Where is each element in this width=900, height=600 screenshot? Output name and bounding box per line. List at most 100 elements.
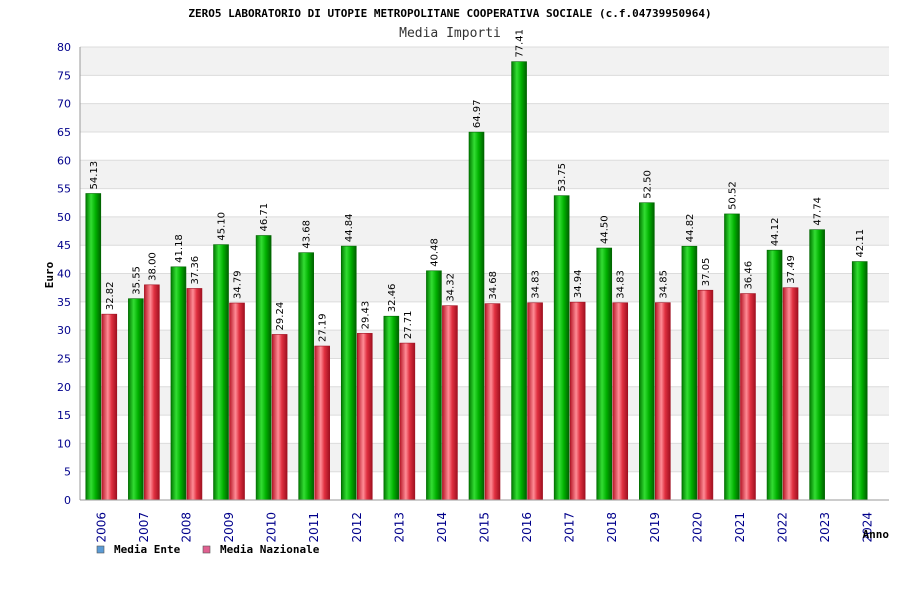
y-axis-ticks: 0 5 10 15 20 25 30 35 40 45 50 55 60 65 70 75 80 — [57, 41, 71, 507]
plot-band — [80, 160, 889, 189]
bar-media-nazionale-2022 — [782, 287, 799, 501]
data-label: 34.85 — [658, 270, 669, 299]
plot-band — [80, 103, 889, 132]
x-tick-label: 2011 — [307, 512, 321, 543]
data-label: 34.79 — [233, 270, 244, 299]
data-labels: 54.13 32.82 35.55 38.00 41.18 37.36 45.10 34.79… — [89, 29, 866, 342]
y-tick-label: 30 — [57, 324, 71, 337]
data-label: 45.10 — [217, 212, 228, 241]
legend-swatch-media-ente — [96, 545, 105, 554]
data-label: 27.71 — [403, 310, 414, 339]
y-tick-label: 40 — [57, 268, 71, 281]
y-tick-label: 5 — [64, 466, 71, 479]
x-tick-label: 2021 — [733, 512, 747, 543]
y-tick-label: 35 — [57, 296, 71, 309]
plot-band — [80, 47, 889, 76]
bar-media-nazionale-2009 — [229, 302, 245, 501]
bar-media-nazionale-2008 — [186, 288, 203, 501]
data-label: 44.12 — [770, 218, 781, 247]
bar-media-ente-2013 — [383, 315, 400, 501]
plot-band — [80, 216, 889, 246]
bar-media-nazionale-2018 — [612, 302, 629, 501]
bar-media-ente-2024 — [851, 261, 868, 501]
bar-media-nazionale-2013 — [399, 342, 416, 501]
x-tick-label: 2014 — [435, 512, 449, 543]
bar-media-nazionale-2016 — [527, 302, 543, 501]
data-label: 47.74 — [813, 197, 824, 226]
bar-media-ente-2018 — [596, 247, 613, 501]
data-label: 64.97 — [472, 99, 483, 128]
y-tick-label: 50 — [57, 211, 71, 224]
data-label: 40.48 — [429, 238, 440, 267]
x-tick-label: 2019 — [648, 512, 662, 543]
data-label: 41.18 — [174, 234, 185, 263]
data-label: 46.71 — [259, 203, 270, 232]
bar-media-ente-2009 — [213, 244, 229, 501]
x-axis-ticks: 2006 2007 2008 2009 2010 2011 2012 2013 2014 2015… — [94, 512, 874, 543]
data-label: 43.68 — [302, 220, 313, 249]
data-label: 32.82 — [105, 282, 116, 311]
data-label: 54.13 — [89, 161, 100, 190]
chart-subtitle: Media Importi — [399, 26, 501, 41]
x-tick-label: 2024 — [861, 512, 875, 543]
data-label: 32.46 — [387, 284, 398, 313]
bar-media-nazionale-2010 — [271, 334, 288, 501]
data-label: 44.50 — [600, 215, 611, 244]
y-tick-label: 0 — [64, 494, 71, 507]
bar-media-nazionale-2007 — [144, 284, 160, 501]
y-tick-label: 45 — [57, 239, 71, 252]
chart-title: ZERO5 LABORATORIO DI UTOPIE METROPOLITAN… — [188, 7, 711, 20]
bar-media-nazionale-2011 — [314, 345, 330, 501]
bar-media-ente-2012 — [340, 245, 357, 501]
data-label: 27.19 — [318, 313, 329, 342]
bar-media-nazionale-2017 — [569, 301, 586, 501]
bar-media-nazionale-2014 — [442, 305, 458, 501]
data-label: 34.68 — [488, 271, 499, 300]
y-tick-label: 65 — [57, 126, 71, 139]
bar-media-nazionale-2012 — [356, 333, 373, 501]
data-label: 38.00 — [147, 252, 158, 281]
data-label: 44.84 — [344, 213, 355, 242]
data-label: 52.50 — [642, 170, 653, 199]
bar-media-nazionale-2015 — [484, 303, 501, 501]
bar-media-ente-2011 — [298, 252, 314, 501]
legend: Media Ente Media Nazionale — [96, 543, 320, 556]
plot-band — [80, 75, 889, 104]
legend-label: Media Ente — [114, 543, 181, 556]
bar-media-nazionale-2019 — [655, 302, 671, 501]
bar-media-ente-2019 — [639, 202, 655, 501]
x-tick-label: 2006 — [94, 512, 108, 543]
data-label: 29.24 — [275, 302, 286, 331]
bar-media-ente-2016 — [511, 61, 527, 501]
data-label: 37.05 — [701, 258, 712, 287]
y-tick-label: 75 — [57, 69, 71, 82]
data-label: 37.49 — [786, 255, 797, 284]
x-tick-label: 2008 — [179, 512, 193, 543]
bar-media-ente-2022 — [766, 249, 783, 501]
x-tick-label: 2018 — [605, 512, 619, 543]
data-label: 29.43 — [360, 301, 371, 330]
legend-label: Media Nazionale — [220, 543, 320, 556]
bar-media-ente-2017 — [553, 195, 570, 501]
bar-media-ente-2014 — [426, 270, 442, 501]
bar-media-ente-2008 — [170, 266, 187, 501]
x-tick-label: 2016 — [520, 512, 534, 543]
bar-media-nazionale-2020 — [697, 289, 714, 501]
y-axis-label: Euro — [43, 261, 56, 288]
x-tick-label: 2013 — [392, 512, 406, 543]
data-label: 35.55 — [131, 266, 142, 295]
x-tick-label: 2020 — [690, 512, 704, 543]
bar-media-nazionale-2006 — [101, 313, 118, 501]
bar-media-ente-2007 — [128, 298, 144, 501]
y-tick-label: 80 — [57, 41, 71, 54]
data-label: 42.11 — [855, 229, 866, 258]
bar-media-ente-2021 — [724, 213, 740, 501]
data-label: 53.75 — [557, 163, 568, 192]
x-tick-label: 2009 — [222, 512, 236, 543]
data-label: 34.32 — [445, 273, 456, 302]
bar-media-ente-2023 — [809, 229, 825, 501]
bar-media-ente-2010 — [255, 235, 272, 501]
x-tick-label: 2017 — [563, 512, 577, 543]
x-axis-label: Anno — [863, 528, 890, 541]
bars — [85, 61, 868, 501]
